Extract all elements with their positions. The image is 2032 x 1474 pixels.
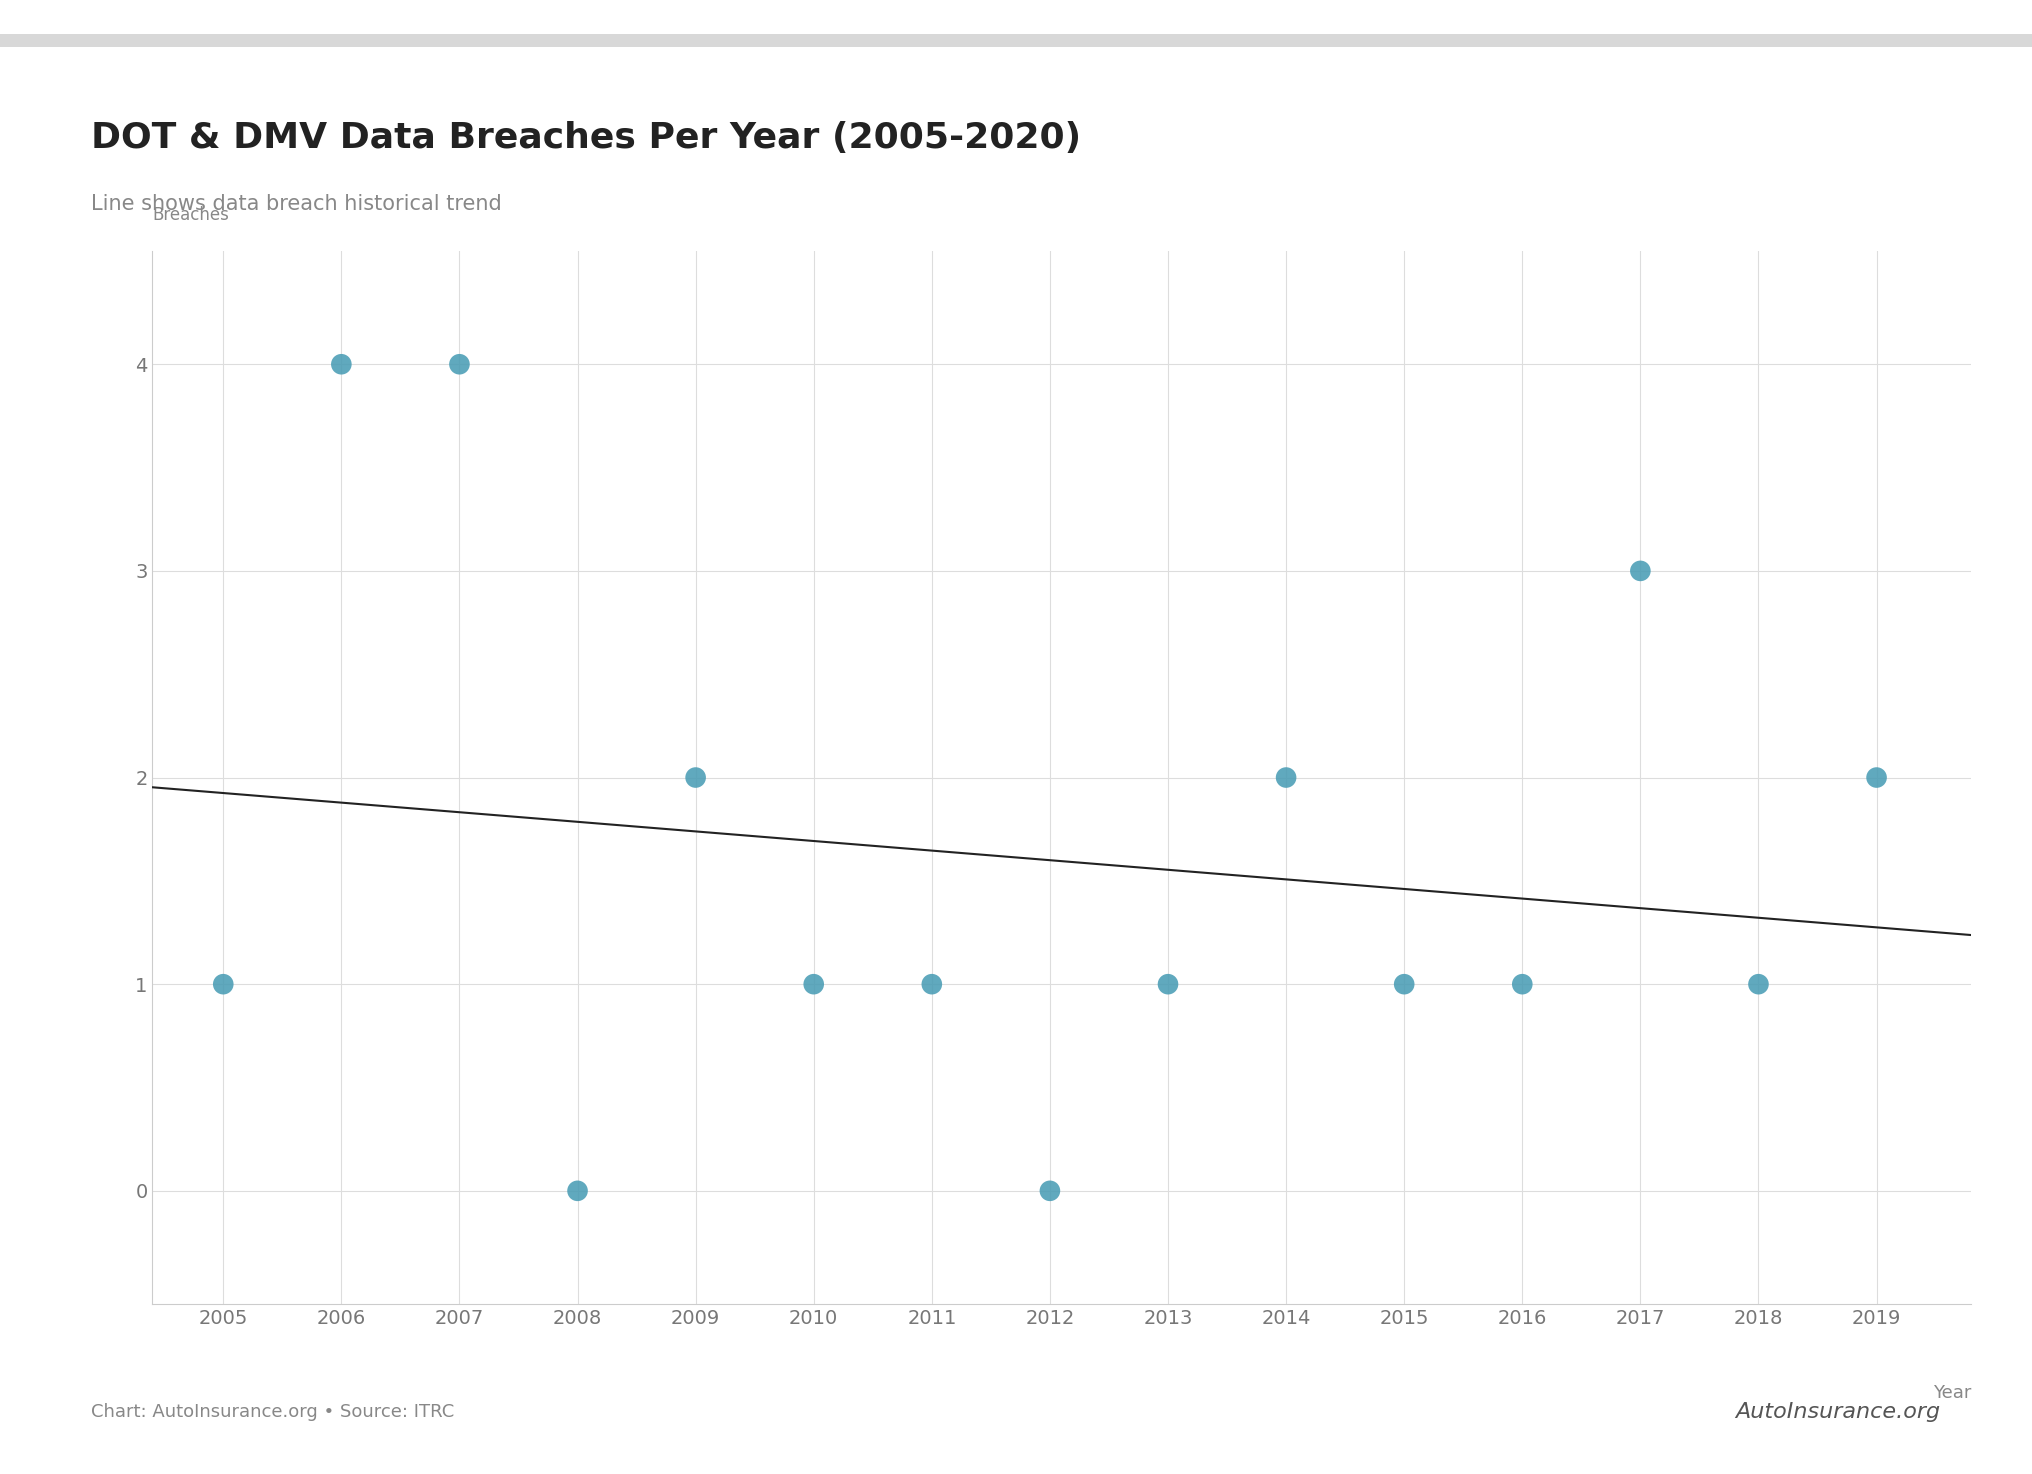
Text: Line shows data breach historical trend: Line shows data breach historical trend: [91, 193, 502, 214]
Point: [1624, 559, 1656, 582]
Point: [1506, 973, 1538, 996]
Point: [1034, 1179, 1067, 1203]
Text: Breaches: Breaches: [152, 206, 230, 224]
Point: [207, 973, 240, 996]
Text: DOT & DMV Data Breaches Per Year (2005-2020): DOT & DMV Data Breaches Per Year (2005-2…: [91, 121, 1081, 155]
Text: AutoInsurance.org: AutoInsurance.org: [1735, 1402, 1941, 1422]
Point: [1270, 766, 1303, 790]
Point: [797, 973, 829, 996]
Point: [916, 973, 949, 996]
Point: [443, 352, 475, 376]
Point: [1152, 973, 1185, 996]
Point: [1388, 973, 1420, 996]
Point: [561, 1179, 593, 1203]
Point: [325, 352, 358, 376]
Point: [679, 766, 711, 790]
Point: [1861, 766, 1894, 790]
Text: Year: Year: [1932, 1384, 1971, 1402]
Point: [1741, 973, 1774, 996]
Text: Chart: AutoInsurance.org • Source: ITRC: Chart: AutoInsurance.org • Source: ITRC: [91, 1403, 455, 1421]
